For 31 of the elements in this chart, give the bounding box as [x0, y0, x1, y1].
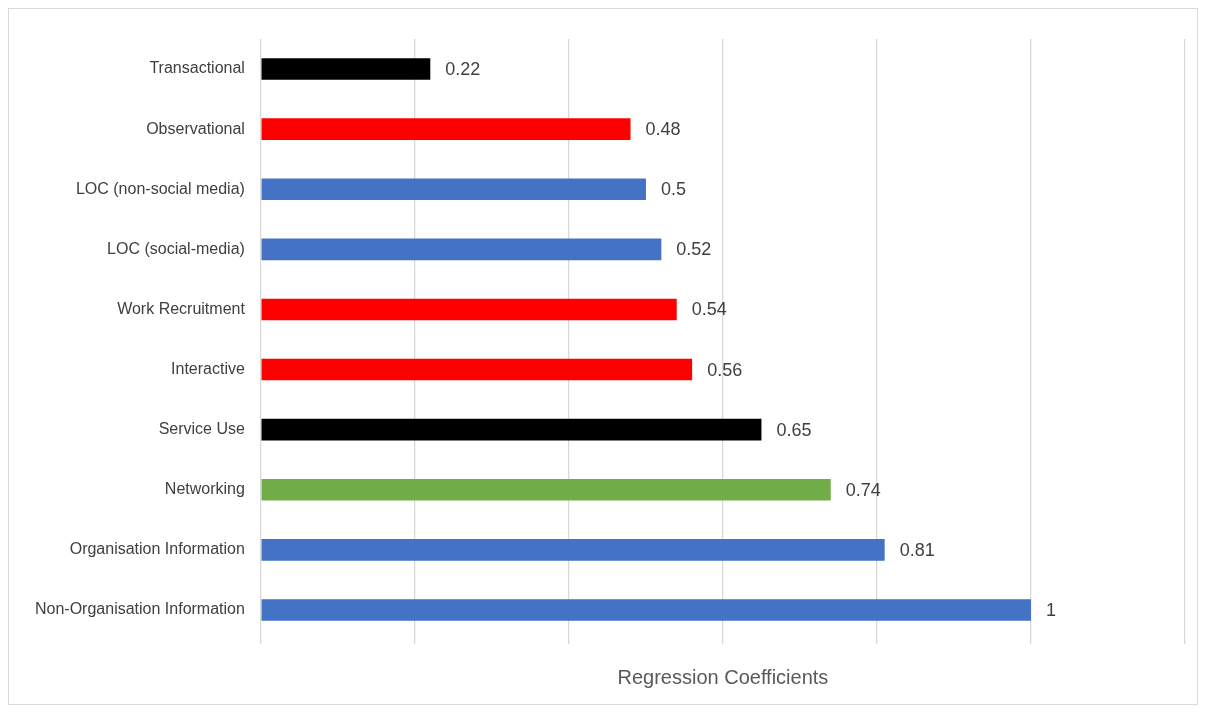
bar	[261, 178, 646, 201]
data-label: 0.48	[645, 119, 681, 140]
bar	[261, 238, 662, 261]
y-tick-label: Transactional	[149, 59, 245, 77]
bar	[261, 478, 831, 501]
x-axis-title: Regression Coefficients	[617, 665, 829, 688]
y-tick-label: Service Use	[158, 420, 245, 438]
data-label: 0.54	[691, 299, 727, 320]
y-tick-label: Networking	[164, 480, 245, 498]
bar	[261, 418, 762, 441]
data-label: 0.65	[776, 419, 812, 440]
y-tick-label: Observational	[146, 119, 245, 137]
y-tick-label: Organisation Information	[69, 540, 245, 558]
bar	[261, 599, 1031, 621]
y-tick-label: LOC (non-social media)	[75, 179, 245, 197]
data-label: 0.22	[445, 59, 481, 80]
bar	[261, 539, 885, 561]
bar	[261, 358, 693, 381]
y-tick-label: Interactive	[171, 359, 245, 377]
data-label: 0.56	[707, 359, 743, 380]
y-tick-label: Non-Organisation Information	[34, 600, 245, 618]
data-label: 1	[1045, 599, 1056, 620]
y-tick-label: LOC (social-media)	[107, 239, 245, 257]
y-tick-label: Work Recruitment	[117, 299, 246, 317]
bar	[261, 298, 677, 321]
bar	[261, 58, 431, 80]
bar	[261, 118, 631, 140]
data-label: 0.5	[660, 179, 686, 200]
data-label: 0.52	[676, 239, 712, 260]
data-label: 0.81	[899, 539, 935, 560]
data-label: 0.74	[845, 479, 881, 500]
